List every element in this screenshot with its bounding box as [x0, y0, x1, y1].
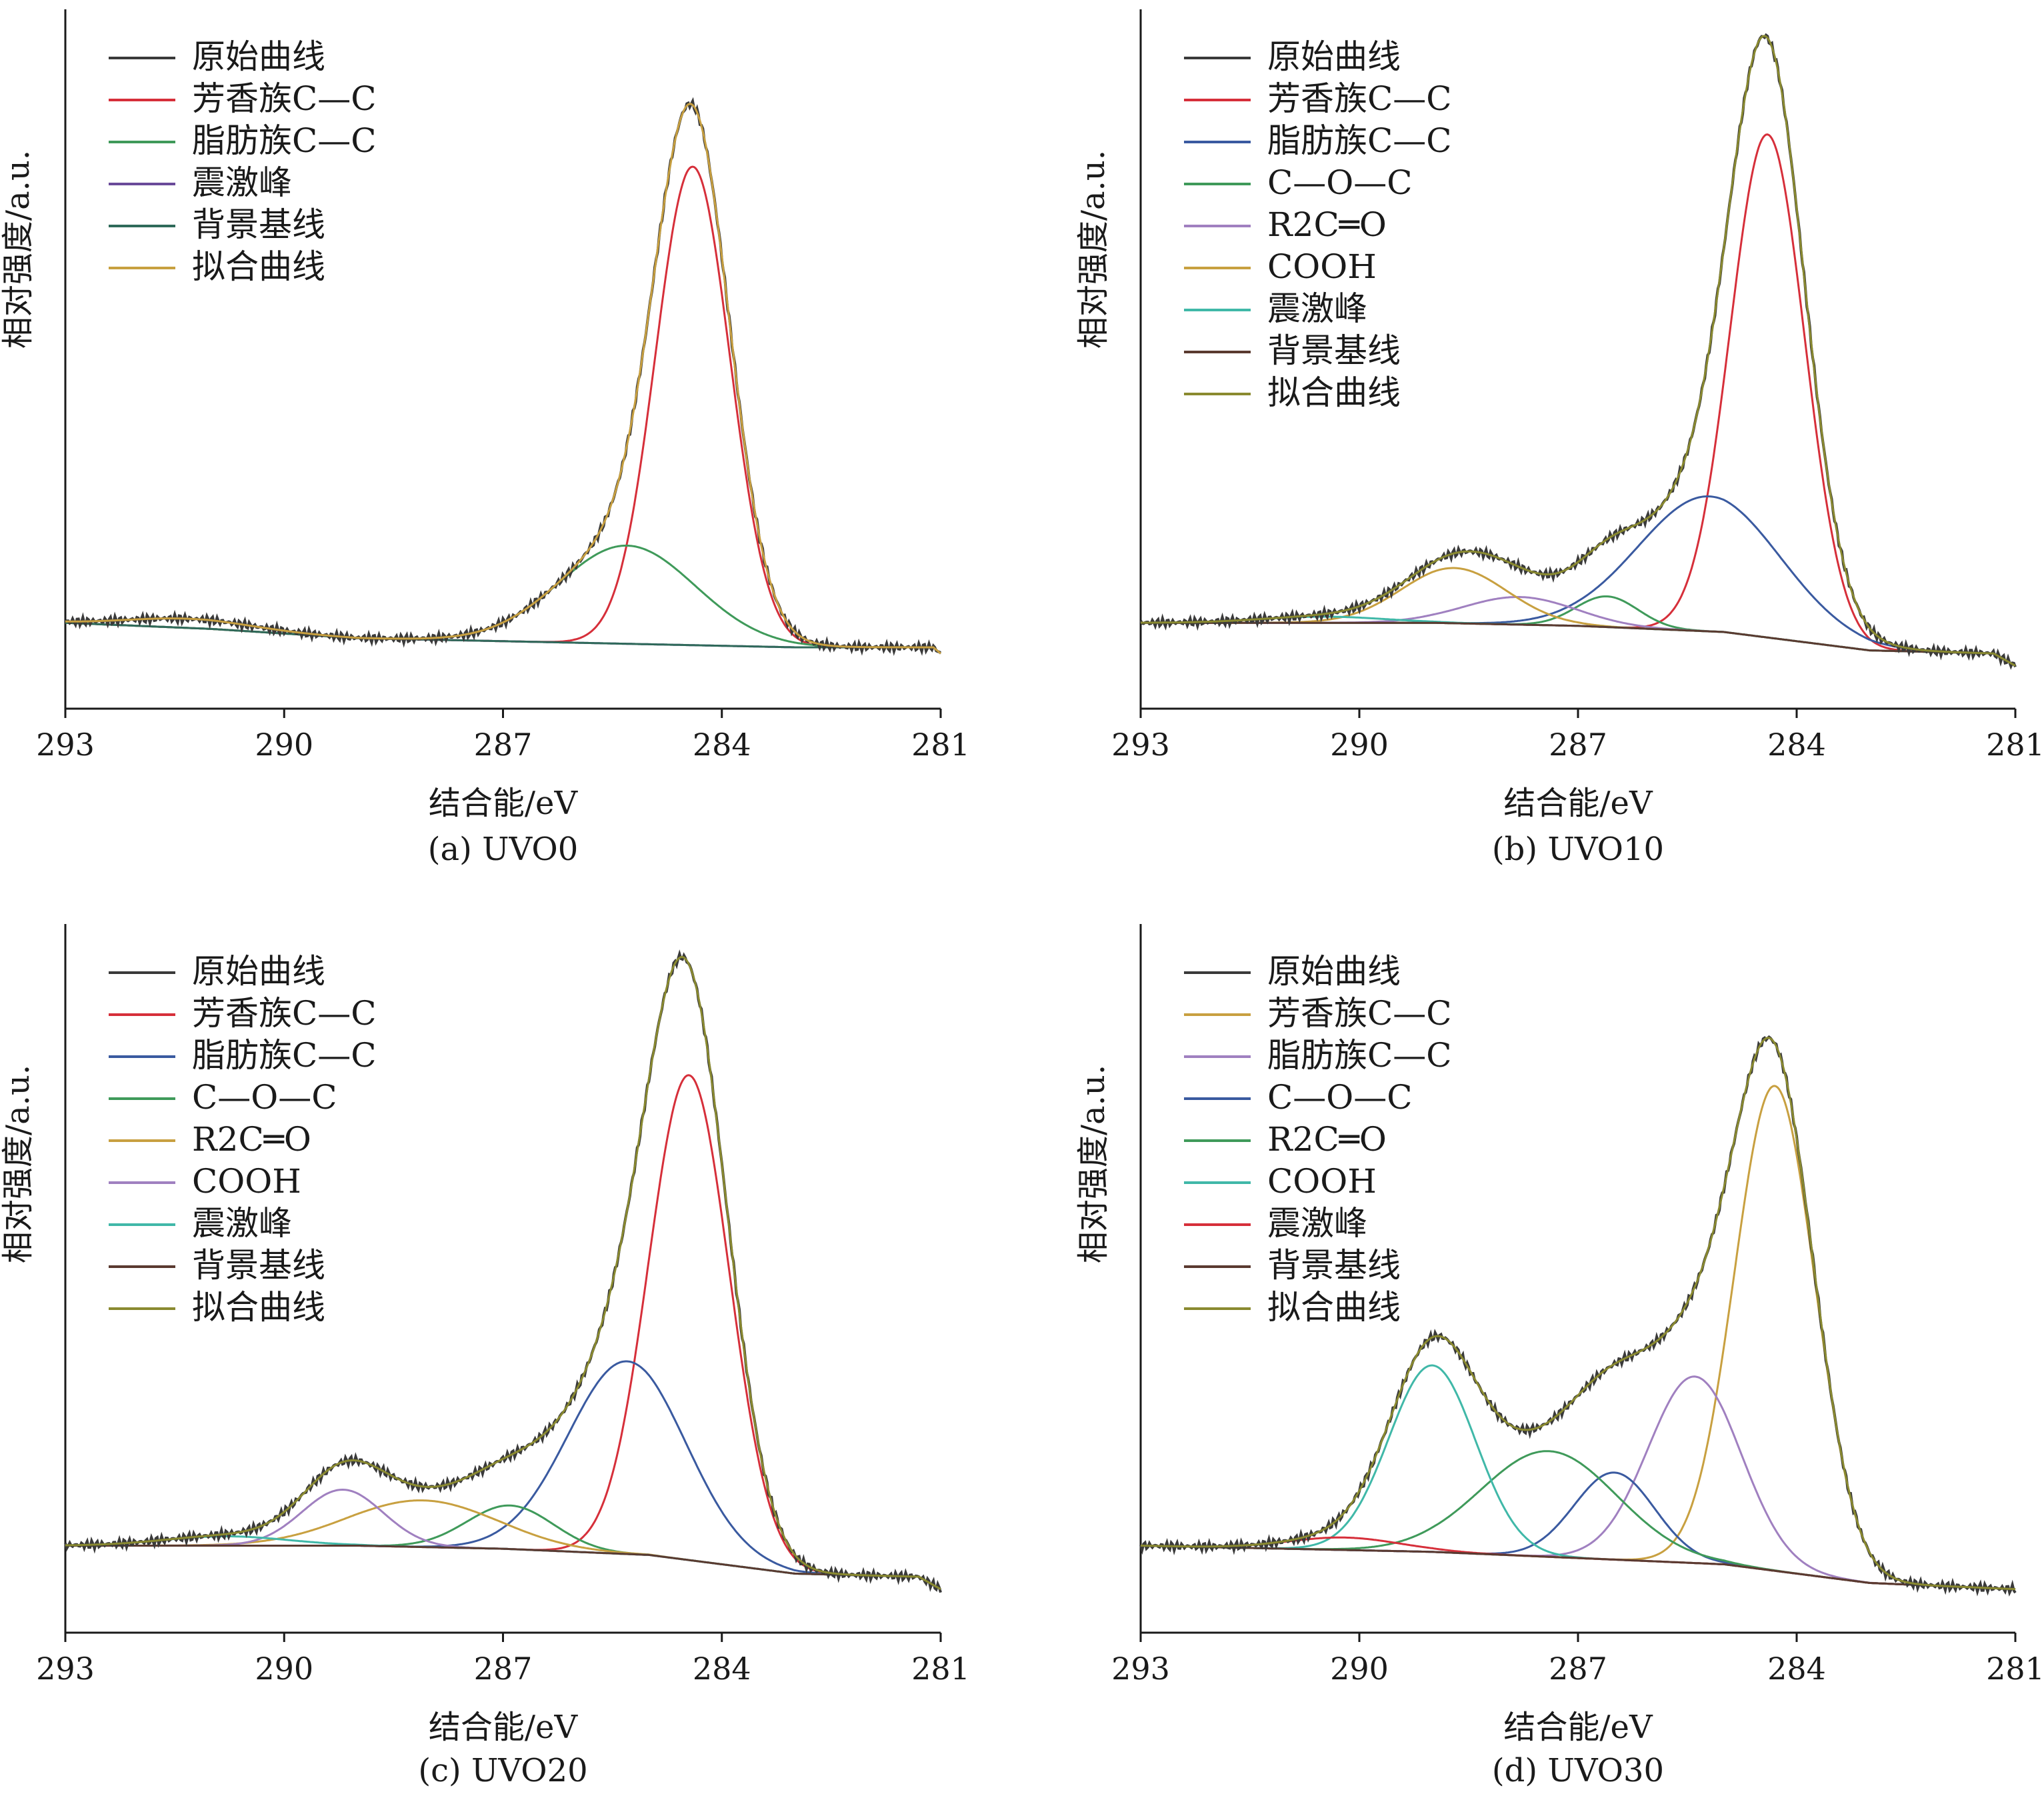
- x-tick-label: 281: [1986, 1651, 2044, 1687]
- legend-label: 脂肪族C—C: [192, 121, 377, 160]
- x-axis-label: 结合能/eV: [429, 1709, 579, 1746]
- raw-curve: [65, 97, 941, 657]
- fit-curve: [1140, 35, 2016, 667]
- legend-label: C—O—C: [1267, 1078, 1413, 1117]
- component-curve-1: [65, 545, 941, 655]
- legend-label: 原始曲线: [1267, 952, 1401, 991]
- component-curve-4: [1141, 1364, 2016, 1591]
- x-tick-label: 287: [474, 1651, 533, 1687]
- x-tick-label: 293: [1111, 727, 1170, 763]
- x-tick-label: 287: [474, 727, 533, 763]
- y-axis-label: 相对强度/a.u.: [0, 150, 37, 349]
- x-axis-label: 结合能/eV: [1503, 1709, 1653, 1746]
- x-tick-label: 281: [911, 1651, 970, 1687]
- legend-label: 震激峰: [192, 1204, 292, 1243]
- legend-label: R2C═O: [192, 1120, 311, 1159]
- x-tick-label: 284: [693, 727, 751, 763]
- legend-label: 背景基线: [1267, 1246, 1401, 1285]
- legend-label: 震激峰: [1267, 289, 1367, 328]
- legend-label: 芳香族C—C: [1267, 79, 1452, 118]
- legend-label: 拟合曲线: [1267, 1288, 1401, 1327]
- x-tick-label: 290: [255, 727, 313, 763]
- legend-label: 芳香族C—C: [192, 79, 377, 118]
- x-tick-label: 287: [1549, 1651, 1607, 1687]
- panel-caption: (c) UVO20: [418, 1752, 587, 1789]
- legend-label: 原始曲线: [192, 37, 325, 76]
- legend-label: R2C═O: [1267, 1120, 1387, 1159]
- panel-caption: (d) UVO30: [1492, 1752, 1664, 1789]
- x-tick-label: 284: [693, 1651, 751, 1687]
- x-tick-label: 293: [36, 1651, 95, 1687]
- panel-c: 293 290 287 284 281 结合能/eV 相对强度/a.u. (c) UVO20 原…: [0, 924, 970, 1789]
- panel-b: 293 290 287 284 281 结合能/eV 相对强度/a.u. (b) UVO10 原…: [1075, 9, 2044, 868]
- legend-label: 原始曲线: [192, 952, 325, 991]
- background-curve: [1141, 621, 2016, 667]
- legend-label: 背景基线: [192, 205, 325, 244]
- legend-label: 震激峰: [192, 163, 292, 202]
- legend-label: 背景基线: [192, 1246, 325, 1285]
- component-curve-2: [1141, 595, 2016, 667]
- panel-caption: (a) UVO0: [428, 831, 579, 868]
- x-tick-label: 287: [1549, 727, 1607, 763]
- x-tick-label: 284: [1767, 727, 1826, 763]
- background-curve: [1141, 1545, 2016, 1591]
- legend-label: 脂肪族C—C: [192, 1036, 377, 1075]
- x-tick-label: 281: [1986, 727, 2044, 763]
- background-curve: [65, 1545, 941, 1591]
- legend-label: COOH: [192, 1162, 301, 1201]
- component-curve-1: [65, 1360, 941, 1591]
- component-curve-2: [65, 1504, 941, 1591]
- legend: 原始曲线芳香族C—C脂肪族C—CC—O—CR2C═OCOOH震激峰背景基线拟合曲…: [109, 952, 377, 1327]
- legend-label: 拟合曲线: [1267, 373, 1401, 412]
- legend-label: 芳香族C—C: [192, 994, 377, 1033]
- fit-curve: [65, 955, 941, 1591]
- x-axis-label: 结合能/eV: [429, 785, 579, 822]
- legend-label: C—O—C: [1267, 163, 1413, 202]
- legend-label: 脂肪族C—C: [1267, 121, 1452, 160]
- panel-d: 293 290 287 284 281 结合能/eV 相对强度/a.u. (d) UVO30 原…: [1075, 924, 2044, 1789]
- legend-label: COOH: [1267, 1162, 1377, 1201]
- x-axis-label: 结合能/eV: [1503, 785, 1653, 822]
- panel-a: 293 290 287 284 281 结合能/eV 相对强度/a.u. (a) UVO0 原始…: [0, 9, 970, 868]
- y-axis-label: 相对强度/a.u.: [1075, 1065, 1112, 1263]
- legend: 原始曲线芳香族C—C脂肪族C—CC—O—CR2C═OCOOH震激峰背景基线拟合曲…: [1184, 952, 1452, 1327]
- x-tick-label: 284: [1767, 1651, 1826, 1687]
- x-tick-label: 293: [36, 727, 95, 763]
- y-axis-label: 相对强度/a.u.: [1075, 150, 1112, 349]
- y-axis-label: 相对强度/a.u.: [0, 1065, 37, 1263]
- fit-curve: [1140, 1037, 2016, 1591]
- legend-label: COOH: [1267, 247, 1377, 286]
- legend-label: 震激峰: [1267, 1204, 1367, 1243]
- x-tick-label: 290: [1330, 1651, 1389, 1687]
- background-curve: [65, 621, 941, 655]
- x-tick-label: 290: [1330, 727, 1389, 763]
- legend-label: 拟合曲线: [192, 247, 325, 286]
- fit-curve: [65, 103, 941, 655]
- panel-caption: (b) UVO10: [1492, 831, 1664, 868]
- x-tick-label: 281: [911, 727, 970, 763]
- x-tick-label: 293: [1111, 1651, 1170, 1687]
- raw-curve: [1139, 33, 2017, 670]
- legend: 原始曲线芳香族C—C脂肪族C—CC—O—CR2C═OCOOH震激峰背景基线拟合曲…: [1184, 37, 1452, 412]
- legend-label: 脂肪族C—C: [1267, 1036, 1452, 1075]
- legend-label: R2C═O: [1267, 205, 1387, 244]
- legend-label: 背景基线: [1267, 331, 1401, 370]
- legend-label: 芳香族C—C: [1267, 994, 1452, 1033]
- legend-label: 原始曲线: [1267, 37, 1401, 76]
- x-tick-label: 290: [255, 1651, 313, 1687]
- legend-label: C—O—C: [192, 1078, 337, 1117]
- legend-label: 拟合曲线: [192, 1288, 325, 1327]
